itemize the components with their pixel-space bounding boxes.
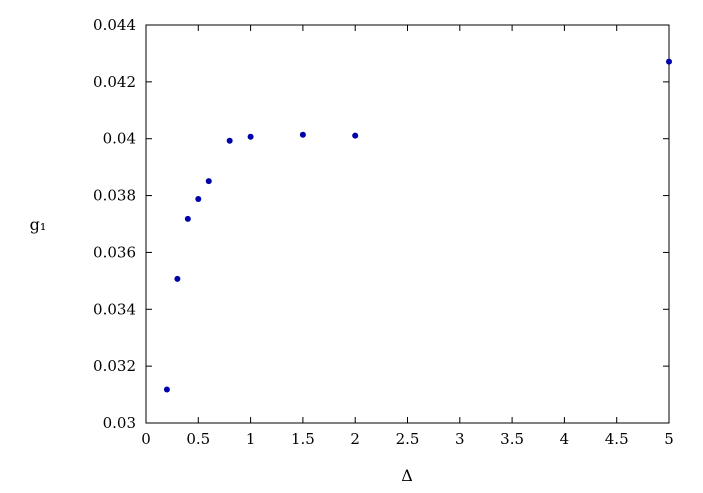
y-tick-label: 0.032 [93,357,136,375]
y-tick-label: 0.042 [93,73,136,91]
data-point [299,131,306,138]
x-tick-label: 0.5 [186,430,210,448]
data-point [352,132,359,139]
x-tick-label: 1.5 [291,430,315,448]
y-tick-label: 0.044 [93,16,136,34]
data-point [666,58,672,65]
y-tick-label: 0.03 [103,414,136,432]
data-point [184,215,191,222]
x-tick-label: 2 [350,430,360,448]
y-tick-label: 0.038 [93,187,136,205]
x-tick-label: 2.5 [396,430,420,448]
data-point [174,275,181,282]
x-tick-label: 3.5 [500,430,524,448]
x-tick-label: 3 [455,430,465,448]
data-point [226,137,233,144]
y-tick-label: 0.034 [93,300,136,318]
y-axis-label: g₁ [30,215,47,234]
x-axis: 0 0.5 1 1.5 2 2.5 3 3.5 4 4.5 5 [141,25,674,448]
data-point [205,178,212,185]
x-tick-label: 4 [560,430,570,448]
y-axis: 0.03 0.032 0.034 0.036 0.038 0.04 0.042 0.044 [93,16,669,432]
x-axis-label: Δ [401,466,413,485]
y-tick-label: 0.036 [93,243,136,261]
data-points [163,58,672,393]
x-tick-label: 4.5 [605,430,629,448]
plot-frame [145,24,670,424]
data-point [195,195,202,202]
x-tick-label: 5 [664,430,674,448]
data-point [163,386,170,393]
data-point [247,133,254,140]
x-tick-label: 1 [246,430,256,448]
x-tick-label: 0 [141,430,151,448]
y-tick-label: 0.04 [103,130,136,148]
